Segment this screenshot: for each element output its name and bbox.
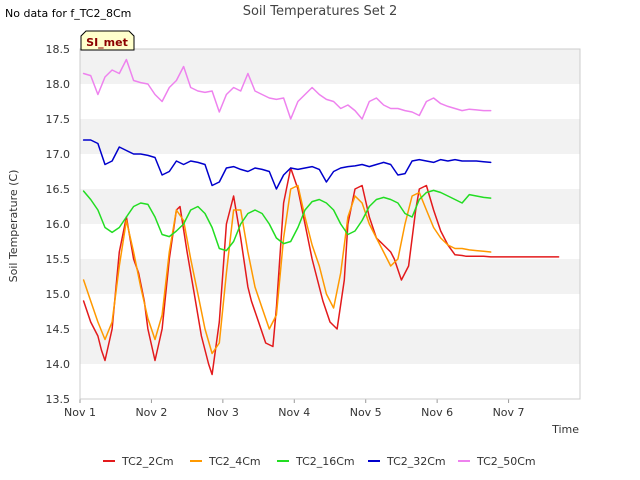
- grid-band: [80, 119, 580, 154]
- grid-band: [80, 329, 580, 364]
- grid-band: [80, 84, 580, 119]
- x-tick-label: Nov 5: [350, 406, 382, 419]
- y-tick-label: 15.5: [46, 253, 71, 266]
- x-axis-ticks: Nov 1 Nov 2 Nov 3 Nov 4 Nov 5 Nov 6 Nov 7: [64, 399, 525, 419]
- x-tick-label: Nov 2: [135, 406, 167, 419]
- legend-label: TC2_32Cm: [386, 455, 446, 468]
- y-tick-label: 15.0: [46, 288, 71, 301]
- x-tick-label: Nov 7: [493, 406, 525, 419]
- legend: TC2_2Cm TC2_4Cm TC2_16Cm TC2_32Cm TC2_50Cm: [103, 455, 536, 468]
- series-line-tc2-32cm: [82, 139, 492, 190]
- series-line-tc2-4cm: [82, 184, 492, 355]
- series-line-tc2-2cm: [82, 167, 560, 376]
- legend-label: TC2_50Cm: [476, 455, 536, 468]
- legend-label: TC2_2Cm: [121, 455, 174, 468]
- grid-band: [80, 224, 580, 259]
- badge-box: [80, 30, 135, 51]
- y-axis-ticks: 13.5 14.0 14.5 15.0 15.5 16.0 16.5 17.0 17.5 18.0…: [46, 43, 71, 406]
- grid-band: [80, 364, 580, 399]
- grid-band: [80, 294, 580, 329]
- x-tick-label: Nov 4: [278, 406, 310, 419]
- y-tick-label: 14.0: [46, 358, 71, 371]
- y-tick-label: 13.5: [46, 393, 71, 406]
- grid-band: [80, 259, 580, 294]
- x-tick-label: Nov 1: [64, 406, 96, 419]
- y-tick-label: 16.5: [46, 183, 71, 196]
- x-tick-label: Nov 6: [421, 406, 453, 419]
- badge-label: SI_met: [86, 36, 128, 49]
- si-met-badge: SI_met: [80, 30, 135, 51]
- grid-band: [80, 49, 580, 84]
- legend-label: TC2_16Cm: [295, 455, 355, 468]
- x-axis-label: Time: [551, 423, 579, 436]
- no-data-note: No data for f_TC2_8Cm: [5, 7, 132, 20]
- chart-title: Soil Temperatures Set 2: [243, 4, 398, 19]
- y-tick-label: 17.5: [46, 113, 71, 126]
- plot-frame: [79, 48, 581, 400]
- x-tick-label: Nov 3: [207, 406, 239, 419]
- y-tick-label: 14.5: [46, 323, 71, 336]
- grid-band: [80, 154, 580, 189]
- series-line-tc2-50cm: [82, 58, 492, 120]
- y-axis-label: Soil Temperature (C): [7, 170, 20, 283]
- series-lines: [82, 58, 560, 376]
- y-tick-label: 18.0: [46, 78, 71, 91]
- y-tick-label: 18.5: [46, 43, 71, 56]
- grid-bands: [80, 49, 580, 399]
- series-line-tc2-16cm: [82, 189, 492, 252]
- y-tick-label: 17.0: [46, 148, 71, 161]
- y-tick-label: 16.0: [46, 218, 71, 231]
- legend-label: TC2_4Cm: [208, 455, 261, 468]
